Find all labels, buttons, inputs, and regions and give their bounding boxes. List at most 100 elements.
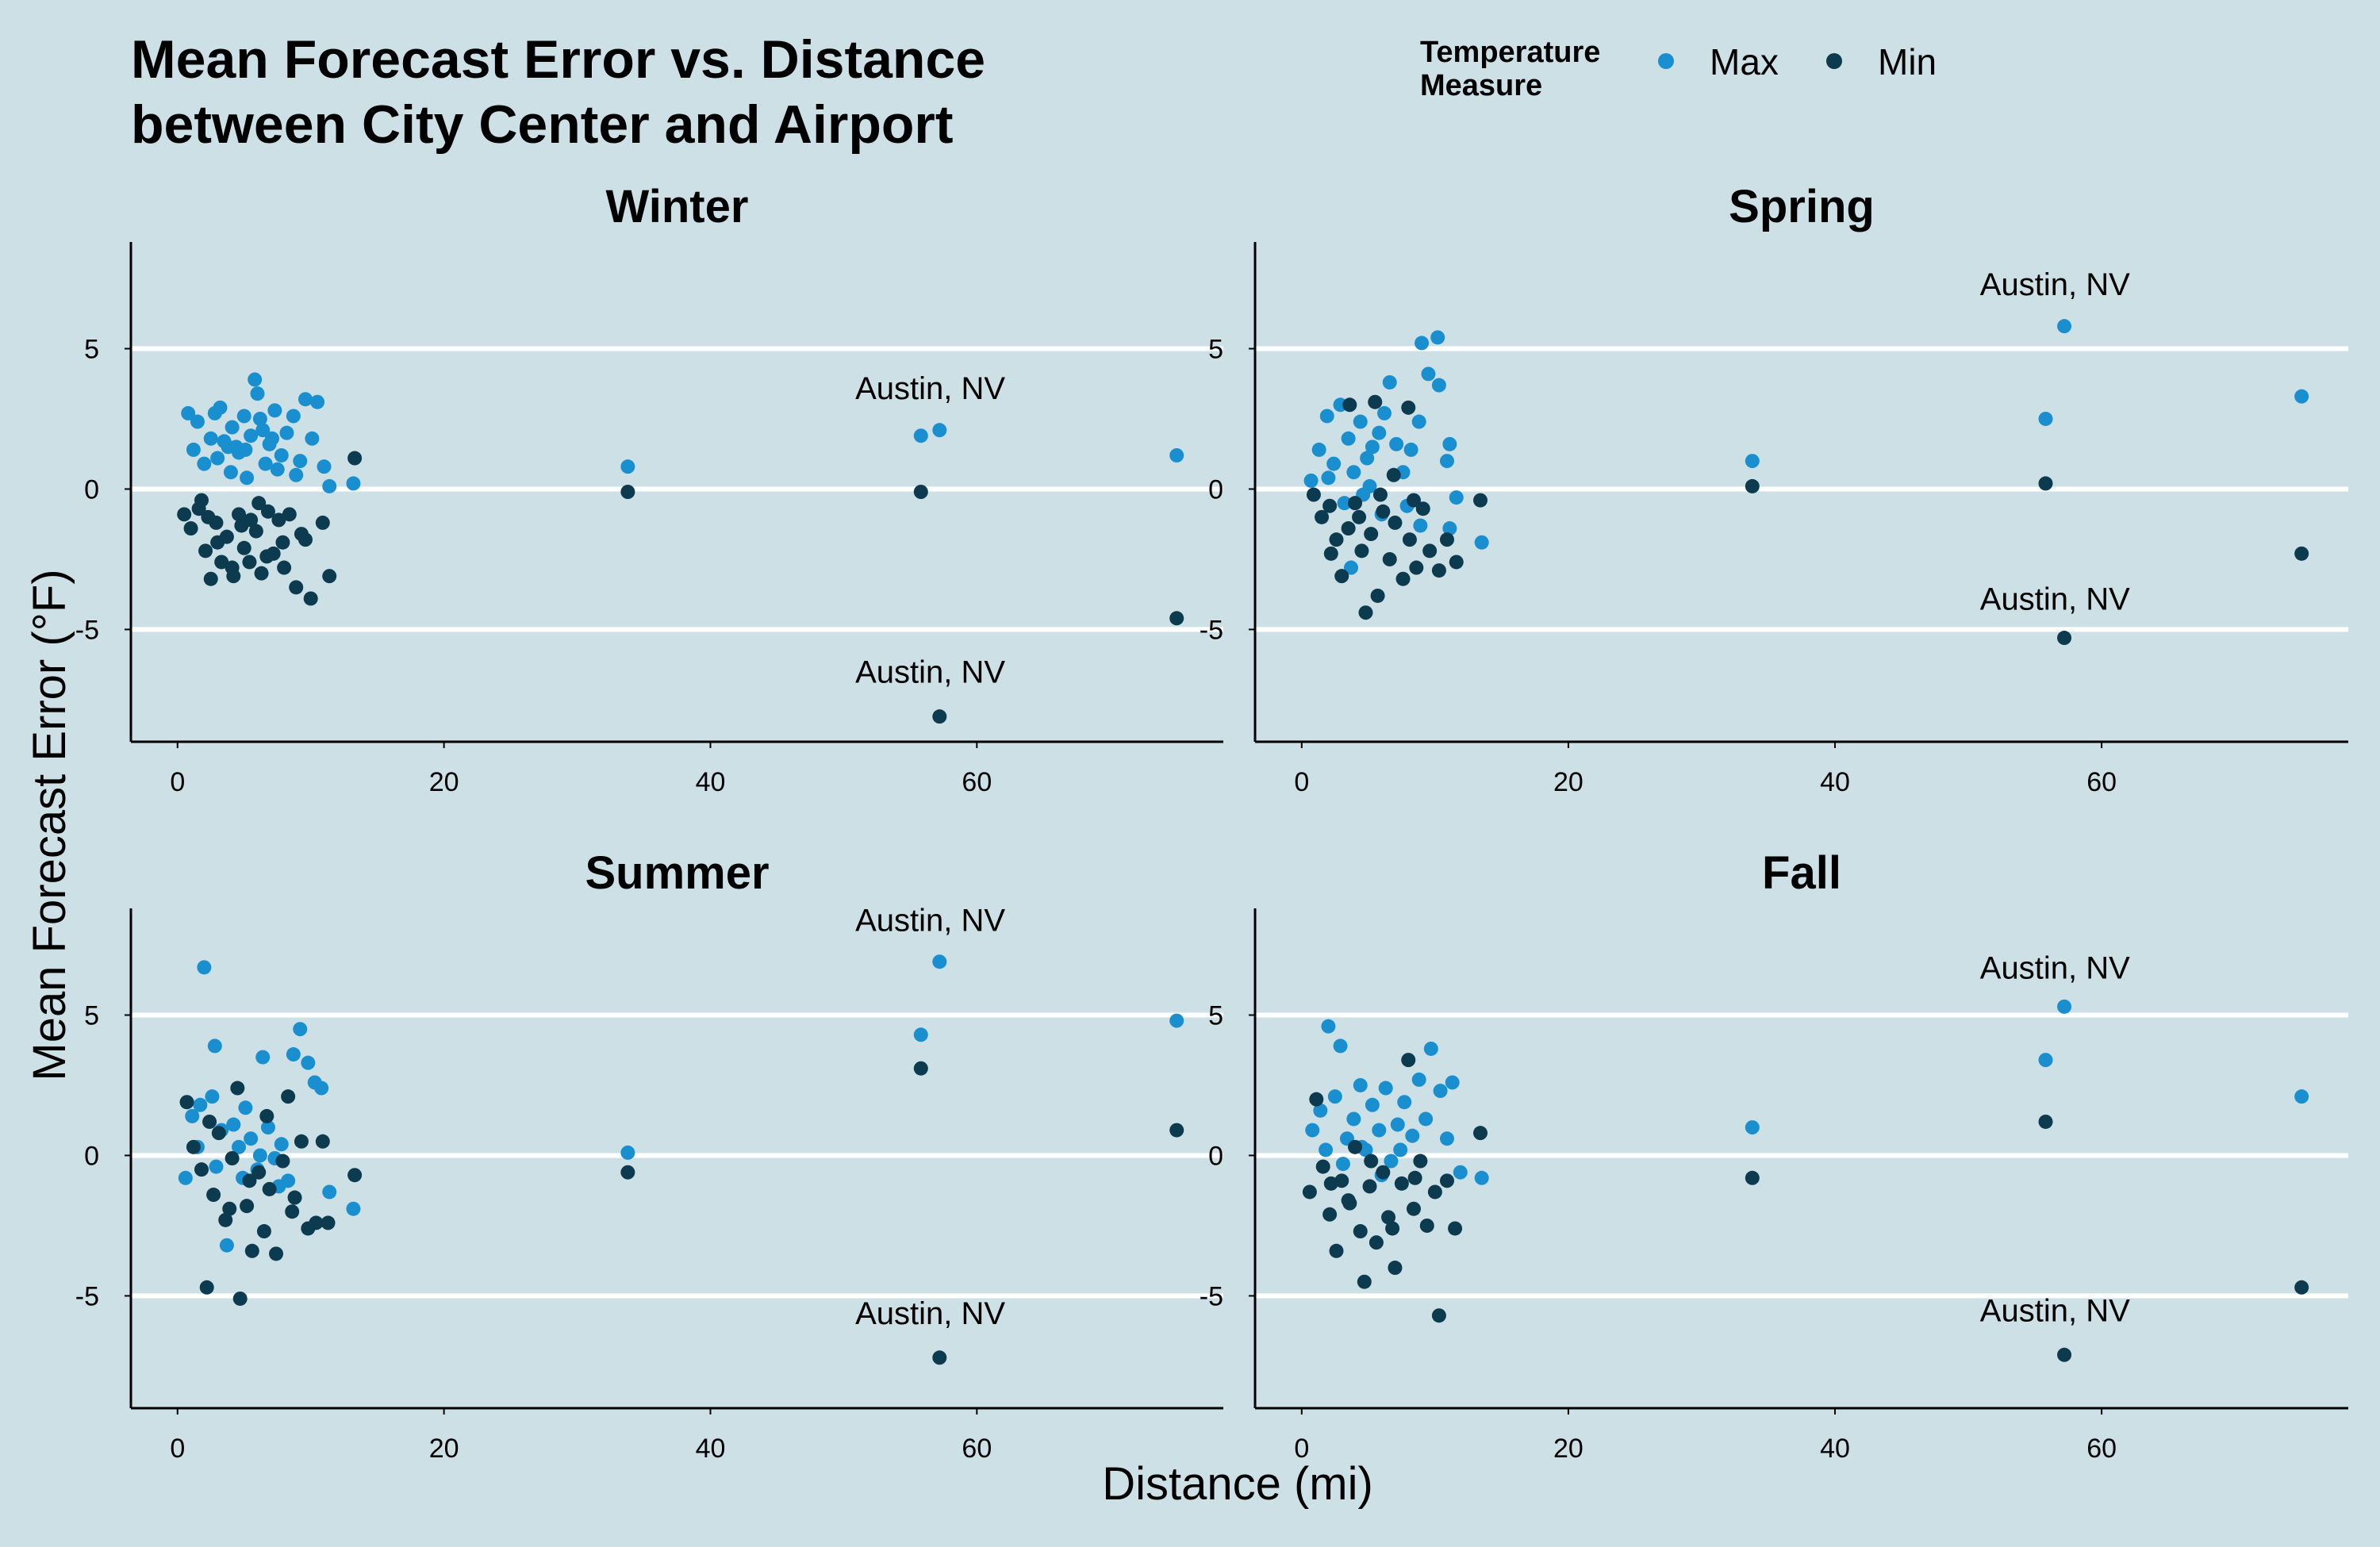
legend-max-label: Max <box>1710 41 1779 83</box>
point-max <box>226 1117 241 1132</box>
point-max <box>1411 414 1426 429</box>
point-min <box>1368 394 1383 409</box>
point-max <box>310 394 325 409</box>
x-tick-label: 0 <box>170 1434 185 1464</box>
y-tick-label: 0 <box>1208 474 1223 505</box>
point-max <box>190 414 205 429</box>
point-max <box>205 1089 220 1104</box>
point-min <box>1370 588 1385 603</box>
point-min <box>1342 1196 1357 1211</box>
point-min <box>1329 1243 1344 1258</box>
point-max <box>1343 560 1358 575</box>
point-min <box>1385 1221 1400 1236</box>
point-max <box>1433 1084 1448 1099</box>
point-max <box>298 392 313 407</box>
point-max <box>1377 405 1392 420</box>
point-min <box>269 1246 284 1261</box>
point-max <box>620 459 635 474</box>
point-min <box>248 524 263 539</box>
point-min <box>1357 1274 1372 1289</box>
point-min <box>1348 496 1363 511</box>
point-min <box>1309 1092 1324 1107</box>
point-max <box>252 411 267 426</box>
point-max <box>1313 1103 1328 1118</box>
point-max <box>1415 336 1430 351</box>
point-min <box>315 515 330 530</box>
x-tick-label: 0 <box>1294 767 1309 797</box>
point-max <box>1474 1170 1489 1185</box>
point-max <box>1327 1089 1342 1104</box>
point-min <box>2294 546 2309 561</box>
point-max <box>232 1139 247 1154</box>
point-min <box>1354 543 1369 559</box>
x-tick-label: 20 <box>429 767 459 797</box>
annotation-label: Austin, NV <box>1980 582 2130 617</box>
y-tick-label: -5 <box>75 615 99 645</box>
point-min <box>202 1114 217 1129</box>
y-tick-label: 5 <box>84 1000 99 1031</box>
point-max <box>932 423 947 438</box>
point-min <box>179 1095 194 1110</box>
point-max <box>1421 367 1436 382</box>
point-min <box>2038 476 2053 491</box>
point-max <box>289 467 304 482</box>
panel-title: Spring <box>1729 181 1875 232</box>
point-min <box>315 1134 330 1149</box>
point-max <box>1305 1123 1320 1138</box>
point-max <box>1337 496 1352 511</box>
point-max <box>932 954 947 969</box>
point-max <box>279 425 294 440</box>
y-tick-label: 0 <box>1208 1141 1223 1171</box>
point-min <box>281 1089 296 1104</box>
y-tick-label: 0 <box>84 1141 99 1171</box>
point-max <box>181 405 196 420</box>
point-max <box>1169 1013 1184 1028</box>
point-min <box>1409 560 1424 575</box>
point-min <box>203 571 218 586</box>
point-min <box>201 509 216 524</box>
point-min <box>309 1215 324 1230</box>
point-max <box>265 431 280 446</box>
point-max <box>1303 473 1319 488</box>
point-min <box>1381 1210 1396 1225</box>
point-min <box>240 1199 255 1214</box>
point-min <box>1427 1184 1442 1200</box>
point-min <box>1348 1139 1363 1154</box>
point-min <box>2038 1114 2053 1129</box>
point-min <box>256 1224 271 1239</box>
point-min <box>206 1188 221 1203</box>
point-min <box>1388 515 1403 530</box>
point-max <box>197 960 212 975</box>
point-min <box>932 709 947 724</box>
point-min <box>913 485 928 499</box>
point-max <box>1335 1157 1350 1172</box>
point-min <box>620 485 635 499</box>
point-max <box>1321 470 1336 486</box>
point-min <box>1352 509 1367 524</box>
point-min <box>244 512 259 528</box>
point-min <box>347 1168 363 1183</box>
point-min <box>262 1181 277 1196</box>
point-min <box>294 1134 309 1149</box>
point-max <box>1353 1077 1368 1092</box>
point-max <box>1393 1142 1408 1157</box>
chart-title-line-2: between City Center and Airport <box>131 94 954 155</box>
point-min <box>282 507 297 522</box>
point-max <box>2294 1089 2309 1104</box>
point-max <box>1365 1097 1380 1112</box>
point-max <box>267 403 282 418</box>
point-min <box>1745 478 1760 493</box>
panel-title: Winter <box>606 181 749 232</box>
point-max <box>1365 440 1380 455</box>
point-min <box>230 1081 245 1096</box>
point-min <box>242 1173 257 1188</box>
point-min <box>1368 1235 1384 1250</box>
point-min <box>1364 527 1379 542</box>
point-max <box>250 386 265 401</box>
point-max <box>1346 1111 1361 1127</box>
point-min <box>287 1190 302 1205</box>
point-max <box>1403 442 1418 457</box>
point-max <box>1397 1095 1412 1110</box>
point-max <box>258 456 273 471</box>
